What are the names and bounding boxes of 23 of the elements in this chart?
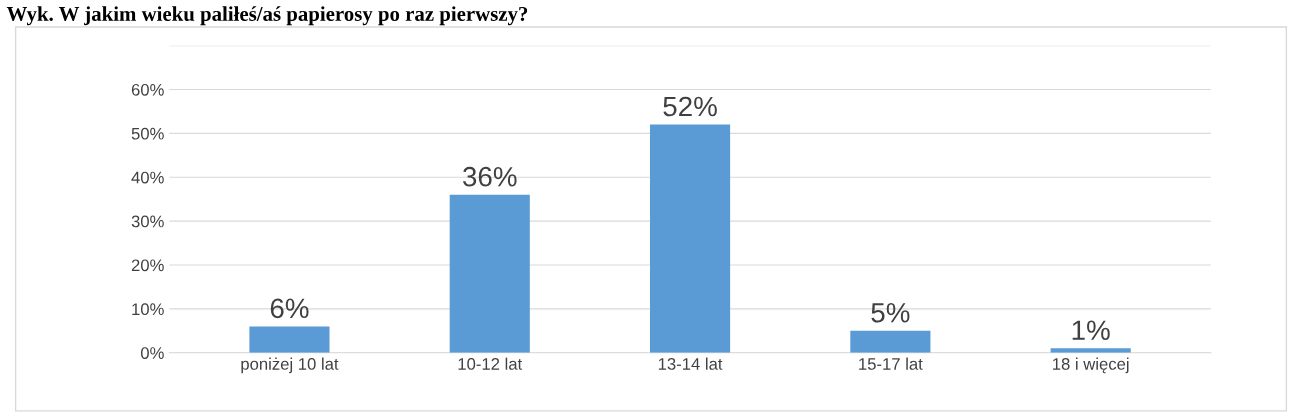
data-label: 36% [463, 166, 517, 187]
x-tick-label: 15-17 lat [859, 357, 923, 370]
y-tick-label: 20% [131, 259, 164, 272]
y-tick-label: 40% [131, 171, 164, 184]
y-tick-label: 50% [131, 127, 164, 140]
bar [449, 194, 530, 353]
y-tick-label: 10% [132, 303, 164, 316]
x-tick-label: 13-14 lat [658, 357, 723, 370]
y-tick-label: 60% [131, 83, 164, 96]
y-tick-label: 0% [140, 347, 164, 359]
data-label: 1% [1072, 320, 1110, 340]
data-label: 52% [663, 96, 717, 117]
data-label: 5% [871, 303, 910, 323]
data-label: 6% [270, 298, 309, 319]
bar [650, 124, 731, 353]
bar [850, 330, 931, 353]
chart-title: Wyk. W jakim wieku paliłeś/aś papierosy po raz pierwszy? [6, 6, 528, 26]
y-tick-label: 30% [131, 215, 164, 228]
x-tick-label: 10-12 lat [458, 357, 523, 370]
x-tick-label: 18 i więcej [1053, 357, 1129, 374]
x-tick-label: poniżej 10 lat [241, 357, 339, 374]
bar [1050, 348, 1131, 353]
bar [249, 326, 330, 353]
